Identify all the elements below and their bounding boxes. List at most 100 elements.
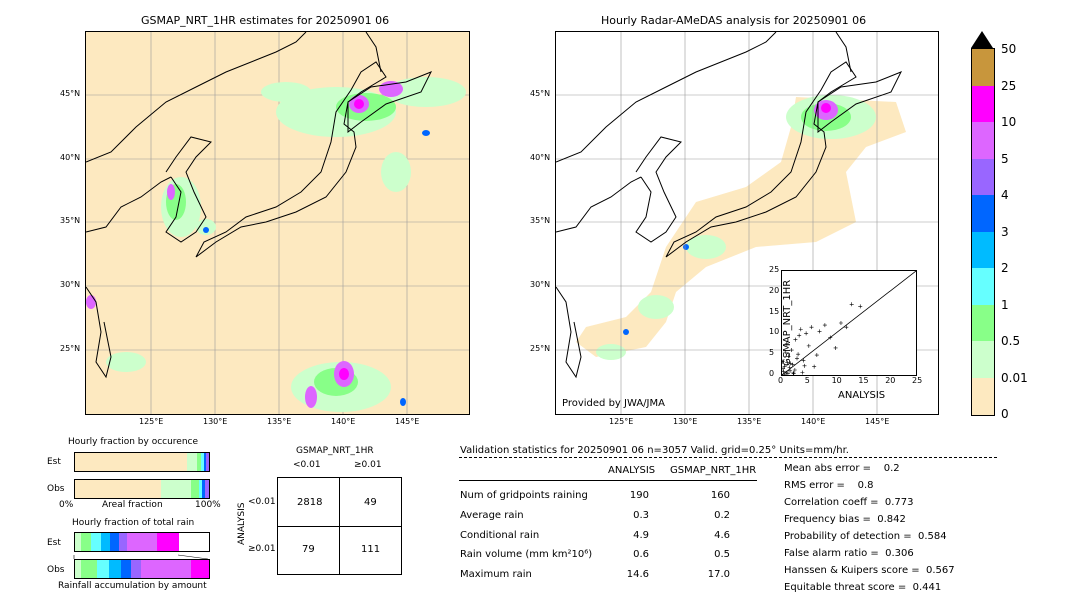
stat-row-analysis: 190 (629, 490, 649, 501)
scatter-ytick: 15 (769, 306, 780, 316)
scatter-point (838, 321, 843, 325)
stat-row-analysis: 0.3 (633, 510, 649, 521)
score-pod: Probability of detection = 0.584 (784, 531, 947, 542)
scatter-xtick: 5 (804, 376, 810, 385)
cbar-tick-001: 0.01 (1001, 371, 1028, 385)
scatter-ytick: 25 (769, 265, 780, 274)
colorbar-seg-3-4 (972, 195, 994, 232)
left-map (85, 31, 470, 415)
scatter-point (793, 337, 798, 342)
colorbar-seg-05-1 (972, 305, 994, 341)
scatter-point (792, 368, 797, 373)
right-lat-25: 25°N (530, 344, 551, 353)
scatter-point (801, 358, 806, 363)
scatter-plot (782, 271, 916, 375)
left-lon-140: 140°E (331, 417, 356, 426)
scatter-point (858, 304, 863, 309)
scatter-point (783, 350, 788, 355)
scatter-point (798, 327, 803, 332)
scatter-ytick: 10 (769, 327, 780, 337)
score-corr: Correlation coeff = 0.773 (784, 497, 914, 508)
colorbar-seg-0-001 (972, 378, 994, 415)
scatter-point (806, 343, 811, 348)
cbar-tick-05: 0.5 (1001, 334, 1021, 348)
score-rms: RMS error = 0.8 (784, 480, 874, 491)
scatter-point (812, 364, 817, 369)
contingency-cell-d: 111 (361, 544, 381, 555)
right-map: Provided by JWA/JMA (555, 31, 939, 415)
contingency-table: 2818 49 79 111 (277, 477, 402, 575)
stat-row-analysis: 4.9 (633, 530, 649, 541)
radar-credit: Provided by JWA/JMA (562, 398, 665, 409)
left-lat-40: 40°N (60, 153, 81, 162)
scatter-point (782, 364, 787, 369)
scatter-xtick: 0 (778, 376, 784, 385)
left-map-graphic (86, 32, 469, 414)
score-mae: Mean abs error = 0.2 (784, 463, 900, 474)
scatter-xtick: 15 (858, 376, 869, 385)
contingency-title: GSMAP_NRT_1HR (296, 446, 374, 456)
contingency-cell-c: 79 (302, 544, 315, 555)
stat-row-gsmap: 0.2 (714, 510, 730, 521)
scatter-point (844, 325, 849, 330)
validation-col-analysis: ANALYSIS (608, 465, 656, 476)
stat-row-analysis: 0.6 (633, 549, 649, 560)
scatter-point (791, 371, 796, 375)
scatter-point (800, 370, 805, 375)
cbar-tick-3: 3 (1001, 225, 1009, 239)
scatter-point (849, 302, 854, 307)
stat-row-gsmap: 0.5 (714, 549, 730, 560)
occurrence-axis-right: 100% (195, 500, 221, 510)
cbar-tick-4: 4 (1001, 188, 1009, 202)
left-lat-45: 45°N (60, 89, 81, 98)
scatter-point (796, 352, 801, 357)
scatter-point (782, 369, 786, 374)
occurrence-axis-mid: Areal fraction (102, 500, 163, 510)
occurrence-title: Hourly fraction by occurence (68, 437, 199, 447)
colorbar (971, 48, 995, 416)
left-map-title: GSMAP_NRT_1HR estimates for 20250901 06 (141, 14, 390, 27)
validation-divider (459, 457, 997, 458)
scatter-point (790, 362, 795, 367)
amount-est-bar (74, 532, 210, 552)
contingency-row-ge: ≥0.01 (248, 544, 276, 554)
amount-title: Hourly fraction of total rain (72, 518, 195, 528)
scatter-point (795, 356, 800, 361)
colorbar-seg-25-50 (972, 49, 994, 86)
occurrence-axis-left: 0% (59, 500, 74, 510)
scatter-point (833, 345, 838, 350)
scatter-diagonal (782, 271, 916, 375)
scatter-ylabel: GSMAP_NRT_1HR (782, 279, 793, 366)
scatter-point (786, 354, 791, 359)
scatter-point (802, 363, 807, 368)
stat-row-analysis: 14.6 (626, 569, 649, 580)
right-lat-45: 45°N (530, 89, 551, 98)
cbar-tick-5: 5 (1001, 152, 1009, 166)
amount-obs-label: Obs (47, 565, 65, 575)
scatter-point (809, 325, 814, 330)
scatter-xtick: 10 (831, 376, 842, 385)
colorbar-seg-10-25 (972, 86, 994, 122)
scatter-point (782, 366, 786, 371)
amount-footer: Rainfall accumulation by amount (58, 581, 207, 591)
stat-row-label: Rain volume (mm km²10⁶) (460, 549, 593, 560)
left-lat-30: 30°N (60, 280, 81, 289)
score-freq-bias: Frequency bias = 0.842 (784, 514, 906, 525)
right-lon-135: 135°E (737, 417, 762, 426)
validation-col-rule (459, 480, 757, 481)
scatter-point (789, 348, 794, 353)
right-lat-40: 40°N (530, 153, 551, 162)
right-lon-125: 125°E (609, 417, 634, 426)
occurrence-obs-bar (74, 479, 210, 499)
stat-row-gsmap: 160 (710, 490, 730, 501)
contingency-cell-b: 49 (364, 497, 377, 508)
scatter-point (787, 365, 792, 370)
scatter-panel (781, 270, 917, 376)
scatter-point (797, 333, 802, 338)
right-lon-130: 130°E (673, 417, 698, 426)
scatter-point (788, 361, 793, 366)
left-lon-145: 145°E (395, 417, 420, 426)
stat-row-label: Conditional rain (460, 530, 540, 541)
colorbar-seg-4-5 (972, 159, 994, 195)
amount-est-label: Est (47, 538, 61, 548)
